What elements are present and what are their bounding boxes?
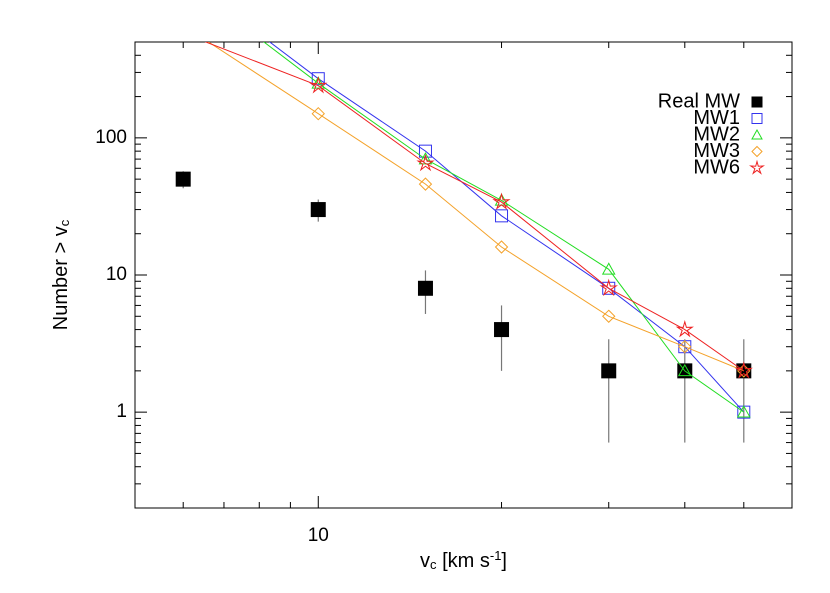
- x-axis-label-part: [km s: [437, 550, 490, 572]
- y-axis-label: Number > vc: [50, 219, 72, 330]
- x-axis-label-part: c: [430, 557, 437, 572]
- series-line: [263, 42, 745, 413]
- legend-label: MW1: [693, 107, 740, 129]
- x-axis-label-part: ]: [501, 550, 507, 572]
- legend-marker: [751, 145, 763, 158]
- series-line: [207, 42, 744, 372]
- marker: [675, 319, 694, 338]
- legend-label: MW3: [693, 140, 740, 162]
- marker: [417, 280, 433, 296]
- marker: [494, 322, 510, 338]
- legend-label: MW6: [693, 156, 740, 178]
- marker: [678, 340, 692, 354]
- marker: [602, 309, 616, 323]
- marker: [309, 76, 328, 94]
- series-line: [204, 42, 745, 372]
- marker: [601, 262, 616, 275]
- legend-label: MW2: [693, 123, 740, 145]
- legend-marker: [751, 113, 763, 124]
- marker: [734, 361, 753, 379]
- y-tick-label: 100: [95, 127, 127, 148]
- marker: [311, 107, 325, 121]
- legend-label: Real MW: [658, 90, 740, 112]
- plot-area: [175, 19, 753, 443]
- y-tick-label: 10: [106, 264, 127, 285]
- x-axis-label-part: v: [420, 550, 430, 572]
- marker: [310, 202, 326, 218]
- marker: [736, 405, 751, 418]
- marker: [176, 25, 191, 39]
- x-tick-label: 10: [308, 525, 329, 546]
- marker: [177, 19, 189, 31]
- y-tick-label: 1: [116, 401, 127, 422]
- legend-marker: [751, 96, 763, 108]
- marker: [677, 363, 692, 377]
- marker: [418, 177, 433, 191]
- marker: [599, 278, 618, 297]
- y-axis-label-part: Number > v: [50, 226, 72, 330]
- legend-marker: [749, 159, 765, 175]
- marker: [175, 171, 191, 187]
- series-line: [268, 42, 745, 413]
- x-axis-label-part: -1: [490, 548, 502, 563]
- marker: [601, 363, 617, 379]
- y-axis-label-part: c: [57, 219, 72, 226]
- marker: [494, 240, 509, 254]
- legend-marker: [751, 128, 763, 140]
- marker: [492, 192, 511, 210]
- marker: [416, 153, 435, 172]
- x-axis-label: vc [km s-1]: [420, 548, 507, 572]
- marker: [495, 209, 509, 223]
